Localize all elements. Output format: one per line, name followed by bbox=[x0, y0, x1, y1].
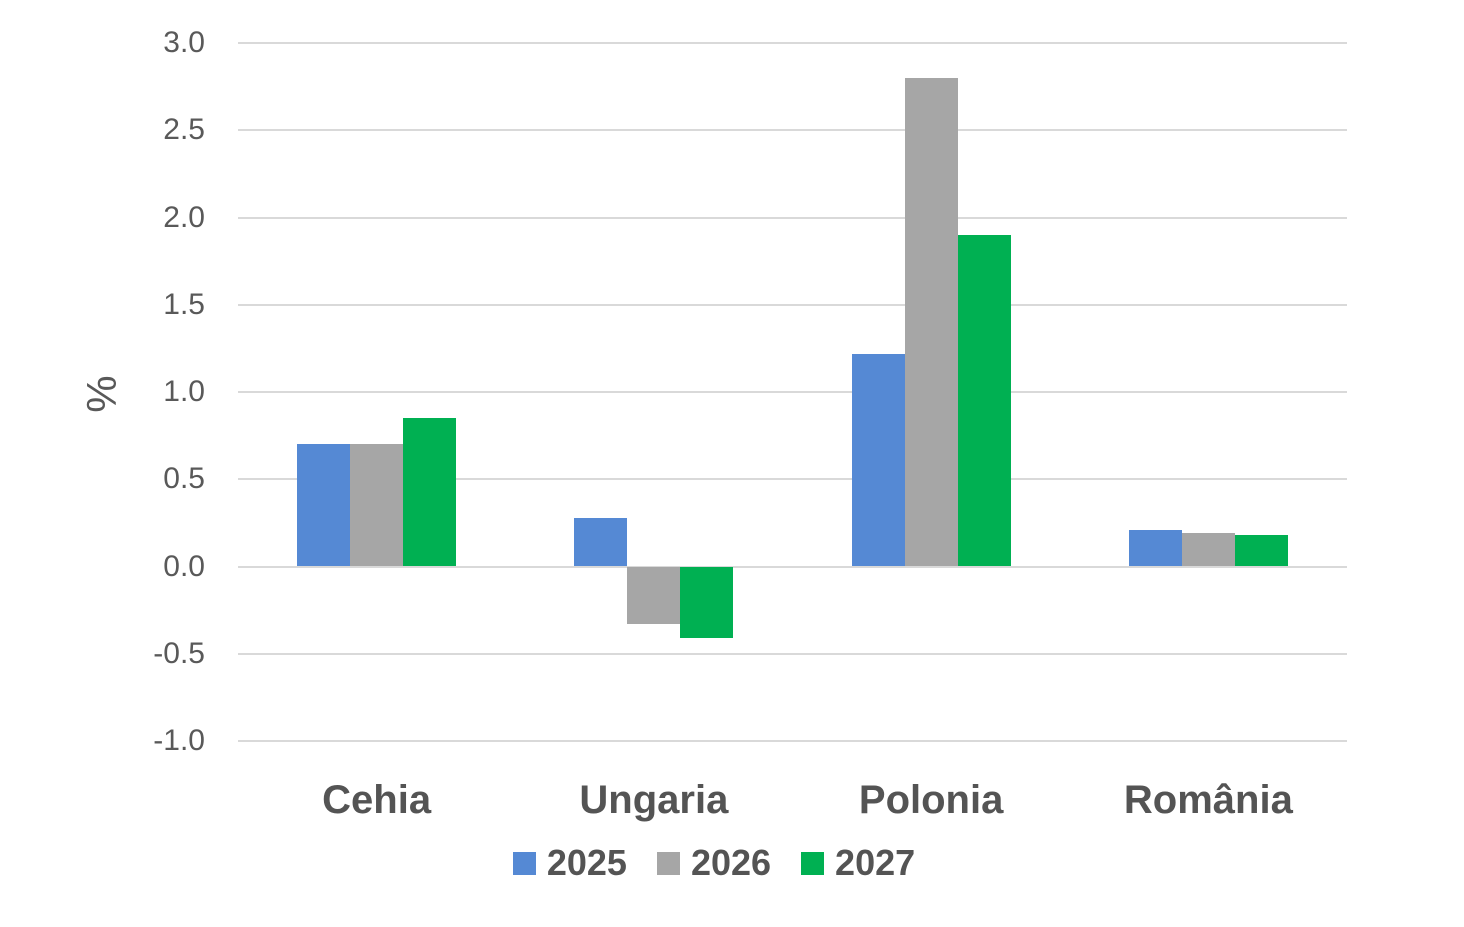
gridline-y-3.0 bbox=[238, 42, 1347, 44]
gridline-y-2.0 bbox=[238, 216, 1347, 219]
y-tick-0.0: 0.0 bbox=[163, 549, 205, 583]
legend-label-2025: 2025 bbox=[546, 842, 627, 883]
bar-2027-polonia bbox=[957, 234, 1011, 567]
bar-2025-romania bbox=[1128, 529, 1182, 567]
legend-marker-2027 bbox=[801, 851, 825, 875]
x-label-ungaria: Ungaria bbox=[579, 778, 729, 822]
legend-item-2025: 2025 bbox=[512, 842, 627, 883]
gridline-y-0.0 bbox=[238, 565, 1347, 568]
gridline-y--1.0 bbox=[238, 740, 1347, 742]
legend-item-2026: 2026 bbox=[656, 842, 772, 883]
gridline-y-0.5 bbox=[238, 478, 1347, 481]
x-label-cehia: Cehia bbox=[322, 778, 432, 822]
legend-marker-2026 bbox=[656, 851, 680, 875]
gridline-y--0.5 bbox=[238, 652, 1347, 655]
y-tick-1.5: 1.5 bbox=[163, 287, 205, 321]
bar-2027-romania bbox=[1234, 535, 1288, 567]
gridline-y-1.0 bbox=[238, 391, 1347, 393]
legend-marker-2025 bbox=[512, 851, 536, 875]
y-tick--1.0: -1.0 bbox=[153, 724, 205, 757]
legend: 2025 2026 2027 bbox=[0, 845, 1428, 881]
plot-area bbox=[238, 42, 1347, 742]
y-tick--0.5: -0.5 bbox=[153, 636, 205, 670]
bar-2027-ungaria bbox=[680, 566, 734, 639]
bar-2025-cehia bbox=[297, 444, 351, 567]
bar-2026-polonia bbox=[904, 77, 958, 567]
gridline-y-2.5 bbox=[238, 129, 1347, 132]
bar-2026-cehia bbox=[350, 444, 404, 567]
legend-item-2027: 2027 bbox=[801, 845, 915, 881]
x-label-polonia: Polonia bbox=[858, 778, 1004, 822]
y-tick-1.0: 1.0 bbox=[163, 375, 205, 408]
bar-2025-ungaria bbox=[574, 517, 628, 567]
y-tick-0.5: 0.5 bbox=[163, 462, 205, 496]
bar-2025-polonia bbox=[851, 353, 905, 567]
gridline-y-1.5 bbox=[238, 303, 1347, 306]
bar-2026-romania bbox=[1181, 533, 1235, 567]
y-tick-3.0: 3.0 bbox=[163, 26, 205, 59]
bar-2026-ungaria bbox=[627, 566, 681, 625]
y-tick-2.0: 2.0 bbox=[163, 200, 205, 234]
x-label-romania: România bbox=[1123, 778, 1293, 822]
bar-2027-cehia bbox=[403, 418, 457, 567]
legend-label-2026: 2026 bbox=[690, 842, 772, 883]
legend-label-2027: 2027 bbox=[835, 842, 916, 883]
y-tick-2.5: 2.5 bbox=[163, 113, 205, 147]
